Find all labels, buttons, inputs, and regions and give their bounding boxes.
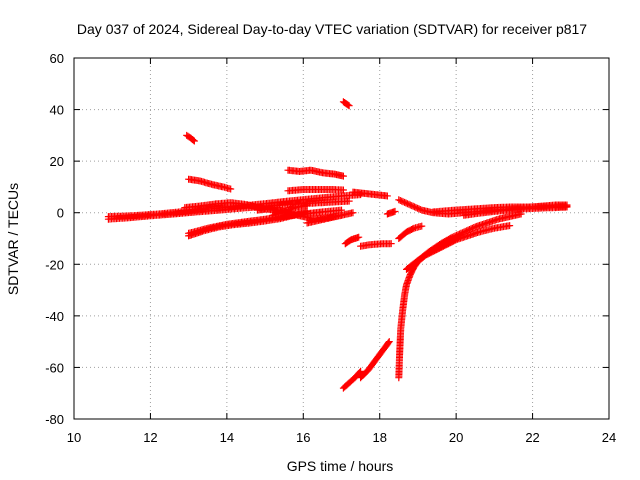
data-series <box>183 131 198 145</box>
data-series <box>339 367 365 392</box>
data-series <box>357 338 393 382</box>
data-series <box>284 166 347 180</box>
y-axis-label: SDTVAR / TECUs <box>5 183 21 295</box>
x-tick-label: 20 <box>449 430 463 445</box>
data-series <box>403 210 525 273</box>
data-point-markers <box>395 222 514 382</box>
y-tick-label: 40 <box>50 103 64 118</box>
data-point-markers <box>341 233 363 248</box>
data-point-markers <box>395 222 426 242</box>
x-tick-label: 22 <box>525 430 539 445</box>
data-series <box>383 207 399 218</box>
data-point-markers <box>460 203 571 219</box>
axis-ticks: 10 12 14 16 18 20 22 24 60 40 20 0 -20 -40 -60 -80 <box>45 51 616 445</box>
data-points <box>104 98 571 392</box>
x-tick-label: 12 <box>143 430 157 445</box>
data-point-markers <box>284 186 347 195</box>
x-axis-label: GPS time / hours <box>287 458 394 474</box>
data-series <box>395 222 514 382</box>
chart-title: Day 037 of 2024, Sidereal Day-to-day VTE… <box>77 21 587 37</box>
data-series <box>269 201 311 219</box>
data-point-markers <box>284 166 347 180</box>
data-point-markers <box>349 188 391 200</box>
y-tick-label: 0 <box>57 206 64 221</box>
data-series <box>185 175 235 193</box>
data-point-markers <box>269 201 311 219</box>
y-tick-label: -40 <box>45 309 64 324</box>
data-point-markers <box>357 338 393 382</box>
data-point-markers <box>183 131 198 145</box>
y-tick-label: -60 <box>45 360 64 375</box>
data-series <box>460 203 571 219</box>
data-point-markers <box>403 210 525 273</box>
data-series <box>303 209 357 227</box>
data-series <box>349 188 391 200</box>
data-point-markers <box>339 98 353 110</box>
plot-frame <box>73 57 610 420</box>
data-series <box>284 186 347 195</box>
x-tick-label: 16 <box>296 430 310 445</box>
y-tick-label: -80 <box>45 412 64 427</box>
grid <box>74 58 609 419</box>
x-tick-label: 14 <box>220 430 234 445</box>
data-point-markers <box>339 367 365 392</box>
y-tick-label: 20 <box>50 154 64 169</box>
data-point-markers <box>303 209 357 227</box>
y-tick-label: -20 <box>45 257 64 272</box>
data-series <box>341 233 363 248</box>
data-point-markers <box>383 207 399 218</box>
y-tick-label: 60 <box>50 51 64 66</box>
x-tick-label: 24 <box>602 430 616 445</box>
data-point-markers <box>185 175 235 193</box>
data-series <box>339 98 353 110</box>
x-tick-label: 18 <box>372 430 386 445</box>
data-series <box>357 240 395 250</box>
data-point-markers <box>357 240 395 250</box>
x-tick-label: 10 <box>67 430 81 445</box>
data-series <box>395 222 426 242</box>
